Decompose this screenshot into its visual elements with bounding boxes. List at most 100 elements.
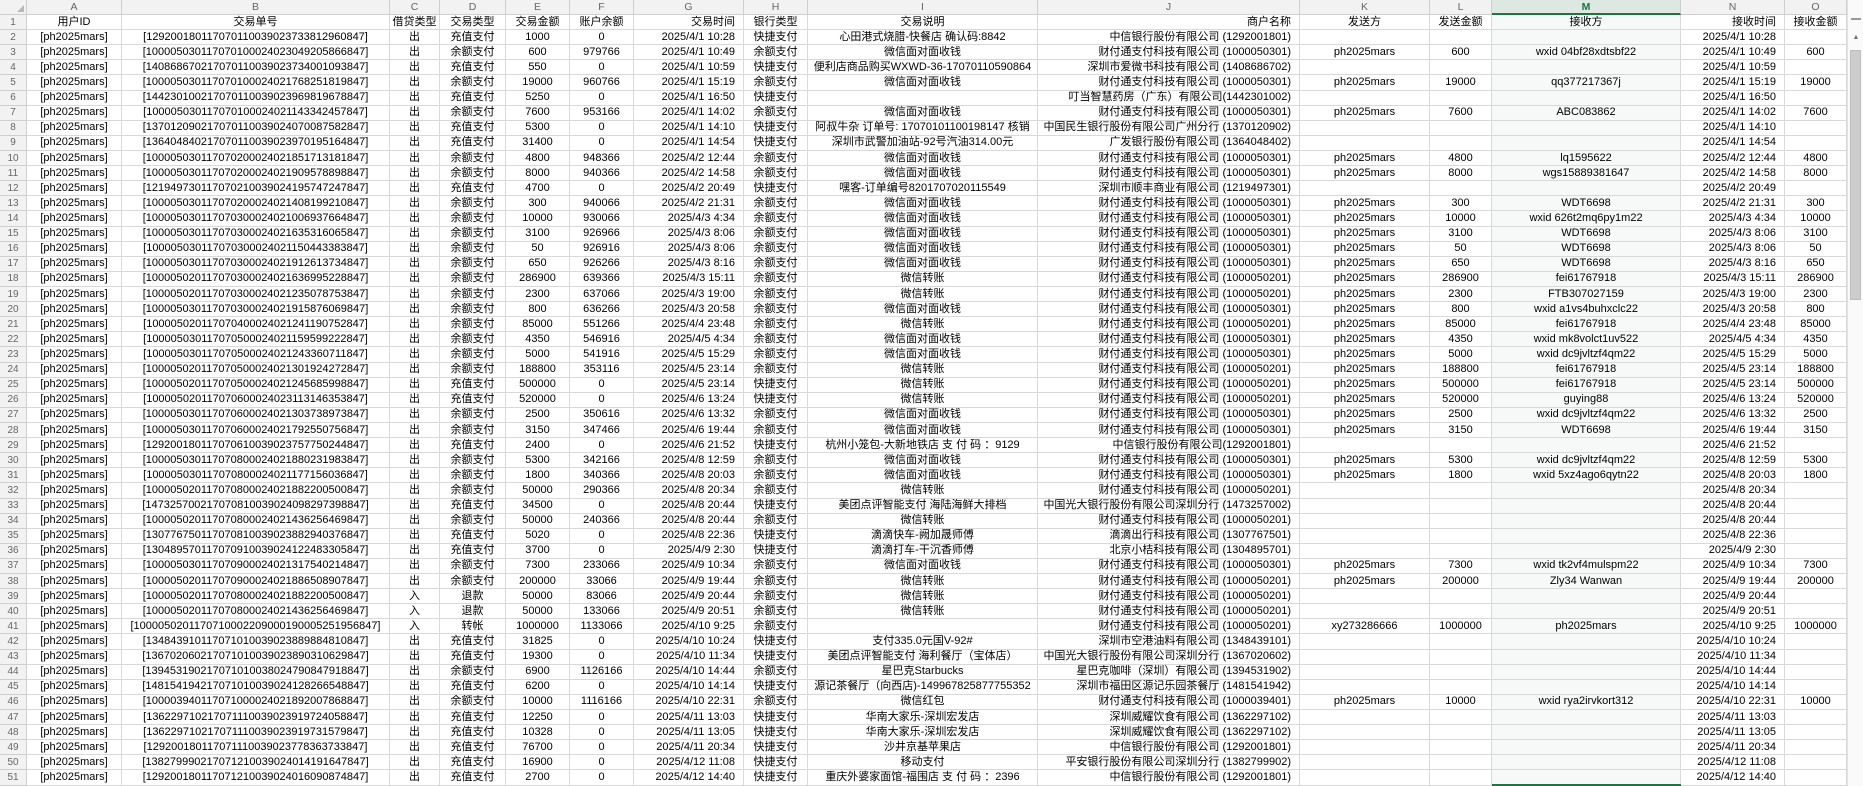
cell-O42[interactable] <box>1785 634 1847 650</box>
cell-C38[interactable]: 出 <box>390 574 440 590</box>
cell-A6[interactable]: [ph2025mars] <box>27 90 122 106</box>
cell-I45[interactable]: 源记茶餐厅（向西店)-149967825877755352 <box>808 679 1038 695</box>
cell-L27[interactable]: 2500 <box>1430 407 1492 423</box>
cell-F36[interactable]: 0 <box>570 543 634 559</box>
cell-J9[interactable]: 广发银行股份有限公司 (1364048402) <box>1038 135 1300 151</box>
cell-H43[interactable]: 快捷支付 <box>744 649 808 665</box>
cell-F11[interactable]: 940366 <box>570 166 634 182</box>
cell-G50[interactable]: 2025/4/12 11:08 <box>634 755 744 771</box>
cell-F19[interactable]: 637066 <box>570 286 634 303</box>
cell-B25[interactable]: [100005020117070500024021245685998847] <box>122 377 390 393</box>
cell-L44[interactable] <box>1430 664 1492 680</box>
cell-O18[interactable]: 286900 <box>1785 271 1847 287</box>
cell-I13[interactable]: 微信面对面收钱 <box>808 196 1038 212</box>
cell-D19[interactable]: 余额支付 <box>440 286 506 303</box>
cell-H25[interactable]: 快捷支付 <box>744 377 808 393</box>
cell-O40[interactable] <box>1785 604 1847 620</box>
cell-I8[interactable]: 阿叔牛杂 订单号: 17070101100198147 核销 <box>808 120 1038 136</box>
cell-C17[interactable]: 出 <box>390 256 440 272</box>
column-header-D[interactable]: D <box>440 0 506 15</box>
cell-K7[interactable]: ph2025mars <box>1300 105 1430 121</box>
row-number[interactable]: 18 <box>0 271 27 287</box>
cell-F25[interactable]: 0 <box>570 377 634 393</box>
cell-D39[interactable]: 退款 <box>440 589 506 605</box>
cell-H13[interactable]: 余额支付 <box>744 196 808 212</box>
cell-N34[interactable]: 2025/4/8 20:44 <box>1681 513 1785 529</box>
cell-E31[interactable]: 1800 <box>506 468 570 484</box>
cell-G18[interactable]: 2025/4/3 15:11 <box>634 271 744 287</box>
cell-H41[interactable]: 余额支付 <box>744 619 808 635</box>
cell-M9[interactable] <box>1492 135 1681 151</box>
cell-J38[interactable]: 财付通支付科技有限公司 (1000050201) <box>1038 574 1300 590</box>
cell-N12[interactable]: 2025/4/2 20:49 <box>1681 181 1785 197</box>
cell-K50[interactable] <box>1300 755 1430 771</box>
cell-A7[interactable]: [ph2025mars] <box>27 105 122 121</box>
cell-O36[interactable] <box>1785 543 1847 559</box>
cell-M23[interactable]: wxid dc9jvltzf4qm22 <box>1492 347 1681 363</box>
cell-J33[interactable]: 中国光大银行股份有限公司深圳分行 (1473257002) <box>1038 498 1300 514</box>
cell-K4[interactable] <box>1300 60 1430 76</box>
cell-F7[interactable]: 953166 <box>570 105 634 121</box>
cell-H4[interactable]: 快捷支付 <box>744 60 808 76</box>
scrollbar-split-handle-icon[interactable] <box>1851 18 1861 23</box>
cell-J49[interactable]: 中信银行股份有限公司 (1292001801) <box>1038 740 1300 756</box>
cell-J7[interactable]: 财付通支付科技有限公司 (1000050301) <box>1038 105 1300 121</box>
cell-M5[interactable]: qq377217367j <box>1492 75 1681 91</box>
cell-H28[interactable]: 余额支付 <box>744 422 808 439</box>
cell-B37[interactable]: [100005030117070900024021317540214847] <box>122 558 390 575</box>
cell-O20[interactable]: 800 <box>1785 302 1847 318</box>
cell-G36[interactable]: 2025/4/9 2:30 <box>634 543 744 559</box>
cell-F9[interactable]: 0 <box>570 135 634 151</box>
cell-I22[interactable]: 微信面对面收钱 <box>808 332 1038 348</box>
cell-I33[interactable]: 美团点评智能支付 海陆海鲜大排档 <box>808 498 1038 514</box>
cell-O28[interactable]: 3150 <box>1785 422 1847 439</box>
cell-L5[interactable]: 19000 <box>1430 75 1492 91</box>
cell-L2[interactable] <box>1430 30 1492 46</box>
cell-O7[interactable]: 7600 <box>1785 105 1847 121</box>
cell-A18[interactable]: [ph2025mars] <box>27 271 122 287</box>
cell-K31[interactable]: ph2025mars <box>1300 468 1430 484</box>
cell-G51[interactable]: 2025/4/12 14:40 <box>634 770 744 786</box>
cell-L28[interactable]: 3150 <box>1430 422 1492 439</box>
cell-A41[interactable]: [ph2025mars] <box>27 619 122 635</box>
cell-N17[interactable]: 2025/4/3 8:16 <box>1681 256 1785 272</box>
cell-N18[interactable]: 2025/4/3 15:11 <box>1681 271 1785 287</box>
cell-J35[interactable]: 滴滴出行科技有限公司 (1307767501) <box>1038 528 1300 544</box>
cell-G6[interactable]: 2025/4/1 16:50 <box>634 90 744 106</box>
cell-B34[interactable]: [100005020117070800024021436256469847] <box>122 513 390 529</box>
cell-B43[interactable]: [136702060217071010039023890310629847] <box>122 649 390 665</box>
cell-B19[interactable]: [100005020117070300024021235078753847] <box>122 286 390 303</box>
cell-J3[interactable]: 财付通支付科技有限公司 (1000050301) <box>1038 45 1300 61</box>
cell-A12[interactable]: [ph2025mars] <box>27 181 122 197</box>
cell-C20[interactable]: 出 <box>390 302 440 318</box>
cell-F22[interactable]: 546916 <box>570 332 634 348</box>
cell-E28[interactable]: 3150 <box>506 422 570 439</box>
cell-C42[interactable]: 出 <box>390 634 440 650</box>
row-number[interactable]: 2 <box>0 30 27 46</box>
cell-F8[interactable]: 0 <box>570 120 634 136</box>
cell-L4[interactable] <box>1430 60 1492 76</box>
cell-M33[interactable] <box>1492 498 1681 514</box>
cell-A33[interactable]: [ph2025mars] <box>27 498 122 514</box>
cell-F29[interactable]: 0 <box>570 438 634 454</box>
cell-L33[interactable] <box>1430 498 1492 514</box>
cell-A3[interactable]: [ph2025mars] <box>27 45 122 61</box>
cell-A10[interactable]: [ph2025mars] <box>27 150 122 167</box>
cell-K51[interactable] <box>1300 770 1430 786</box>
cell-D7[interactable]: 余额支付 <box>440 105 506 121</box>
cell-K2[interactable] <box>1300 30 1430 46</box>
cell-F2[interactable]: 0 <box>570 30 634 46</box>
cell-H39[interactable]: 余额支付 <box>744 589 808 605</box>
cell-B46[interactable]: [100003940117071000024021892007868847] <box>122 694 390 711</box>
cell-B42[interactable]: [134843910117071010039023889884810847] <box>122 634 390 650</box>
cell-B48[interactable]: [136229710217071110039023919731579847] <box>122 725 390 741</box>
cell-O34[interactable] <box>1785 513 1847 529</box>
cell-M8[interactable] <box>1492 120 1681 136</box>
cell-I27[interactable]: 微信面对面收钱 <box>808 407 1038 423</box>
cell-I43[interactable]: 美团点评智能支付 海利餐厅（宝体店） <box>808 649 1038 665</box>
cell-H31[interactable]: 余额支付 <box>744 468 808 484</box>
cell-I40[interactable]: 微信转账 <box>808 604 1038 620</box>
cell-F3[interactable]: 979766 <box>570 45 634 61</box>
cell-G48[interactable]: 2025/4/11 13:05 <box>634 725 744 741</box>
column-header-O[interactable]: O <box>1785 0 1847 15</box>
